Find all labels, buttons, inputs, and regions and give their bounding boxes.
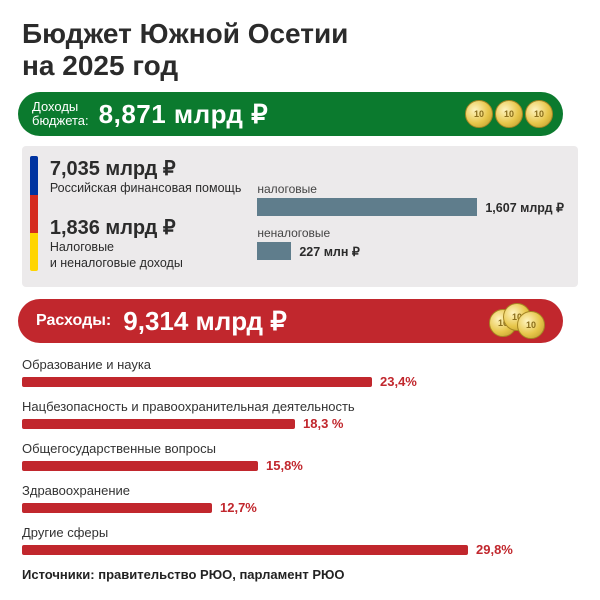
- category-name: Другие сферы: [22, 525, 578, 540]
- flag-stripe: [30, 156, 38, 271]
- category-bar: [22, 503, 212, 513]
- category-pct: 18,3 %: [303, 416, 343, 431]
- own-income-value: 1,836 млрд ₽: [50, 215, 246, 240]
- tax-row-label: неналоговые: [257, 226, 564, 240]
- tax-row-value: 1,607 млрд ₽: [485, 200, 564, 215]
- expense-categories-chart: Образование и наука 23,4% Нацбезопасност…: [22, 357, 578, 557]
- category-pct: 23,4%: [380, 374, 417, 389]
- category-pct: 12,7%: [220, 500, 257, 515]
- expense-value: 9,314 млрд ₽: [123, 306, 287, 337]
- title-line1: Бюджет Южной Осетии: [22, 18, 348, 49]
- category-name: Общегосударственные вопросы: [22, 441, 578, 456]
- category-row: Нацбезопасность и правоохранительная дея…: [22, 399, 578, 431]
- income-label: Доходы бюджета:: [32, 100, 89, 129]
- coin-icon: 10: [495, 100, 523, 128]
- tax-row-bar: [257, 198, 477, 216]
- title-line2: на 2025 год: [22, 50, 178, 81]
- coin-icons: 10 10 10: [465, 100, 553, 128]
- coin-icon: 10: [525, 100, 553, 128]
- flag-blue: [30, 156, 38, 194]
- source-line: Источники: правительство РЮО, парламент …: [22, 567, 578, 582]
- coin-icon: 10: [465, 100, 493, 128]
- tax-row: неналоговые 227 млн ₽: [257, 226, 564, 260]
- category-pct: 15,8%: [266, 458, 303, 473]
- category-bar: [22, 461, 258, 471]
- category-name: Образование и наука: [22, 357, 578, 372]
- category-row: Образование и наука 23,4%: [22, 357, 578, 389]
- page-title: Бюджет Южной Осетии на 2025 год: [22, 18, 578, 82]
- russian-aid-label: Российская финансовая помощь: [50, 181, 246, 197]
- expense-pill: Расходы: 9,314 млрд ₽ 10 10 10: [18, 299, 563, 343]
- tax-chart: налоговые 1,607 млрд ₽ неналоговые 227 м…: [257, 156, 564, 271]
- tax-row: налоговые 1,607 млрд ₽: [257, 182, 564, 216]
- category-row: Общегосударственные вопросы 15,8%: [22, 441, 578, 473]
- category-bar: [22, 377, 372, 387]
- category-name: Здравоохранение: [22, 483, 578, 498]
- expense-label: Расходы:: [36, 312, 111, 330]
- own-income-label: Налоговые и неналоговые доходы: [50, 240, 246, 271]
- income-breakdown-box: 7,035 млрд ₽ Российская финансовая помощ…: [22, 146, 578, 287]
- income-pill: Доходы бюджета: 8,871 млрд ₽ 10 10 10: [18, 92, 563, 136]
- flag-yellow: [30, 233, 38, 271]
- category-bar: [22, 419, 295, 429]
- tax-row-label: налоговые: [257, 182, 564, 196]
- category-pct: 29,8%: [476, 542, 513, 557]
- flag-red: [30, 195, 38, 233]
- russian-aid-value: 7,035 млрд ₽: [50, 156, 246, 181]
- income-value: 8,871 млрд ₽: [99, 99, 269, 130]
- category-bar: [22, 545, 468, 555]
- tax-row-bar: [257, 242, 291, 260]
- category-row: Другие сферы 29,8%: [22, 525, 578, 557]
- coin-stack-icon: 10 10 10: [489, 303, 549, 339]
- coin-icon: 10: [517, 311, 545, 339]
- category-row: Здравоохранение 12,7%: [22, 483, 578, 515]
- tax-row-value: 227 млн ₽: [299, 244, 360, 259]
- category-name: Нацбезопасность и правоохранительная дея…: [22, 399, 578, 414]
